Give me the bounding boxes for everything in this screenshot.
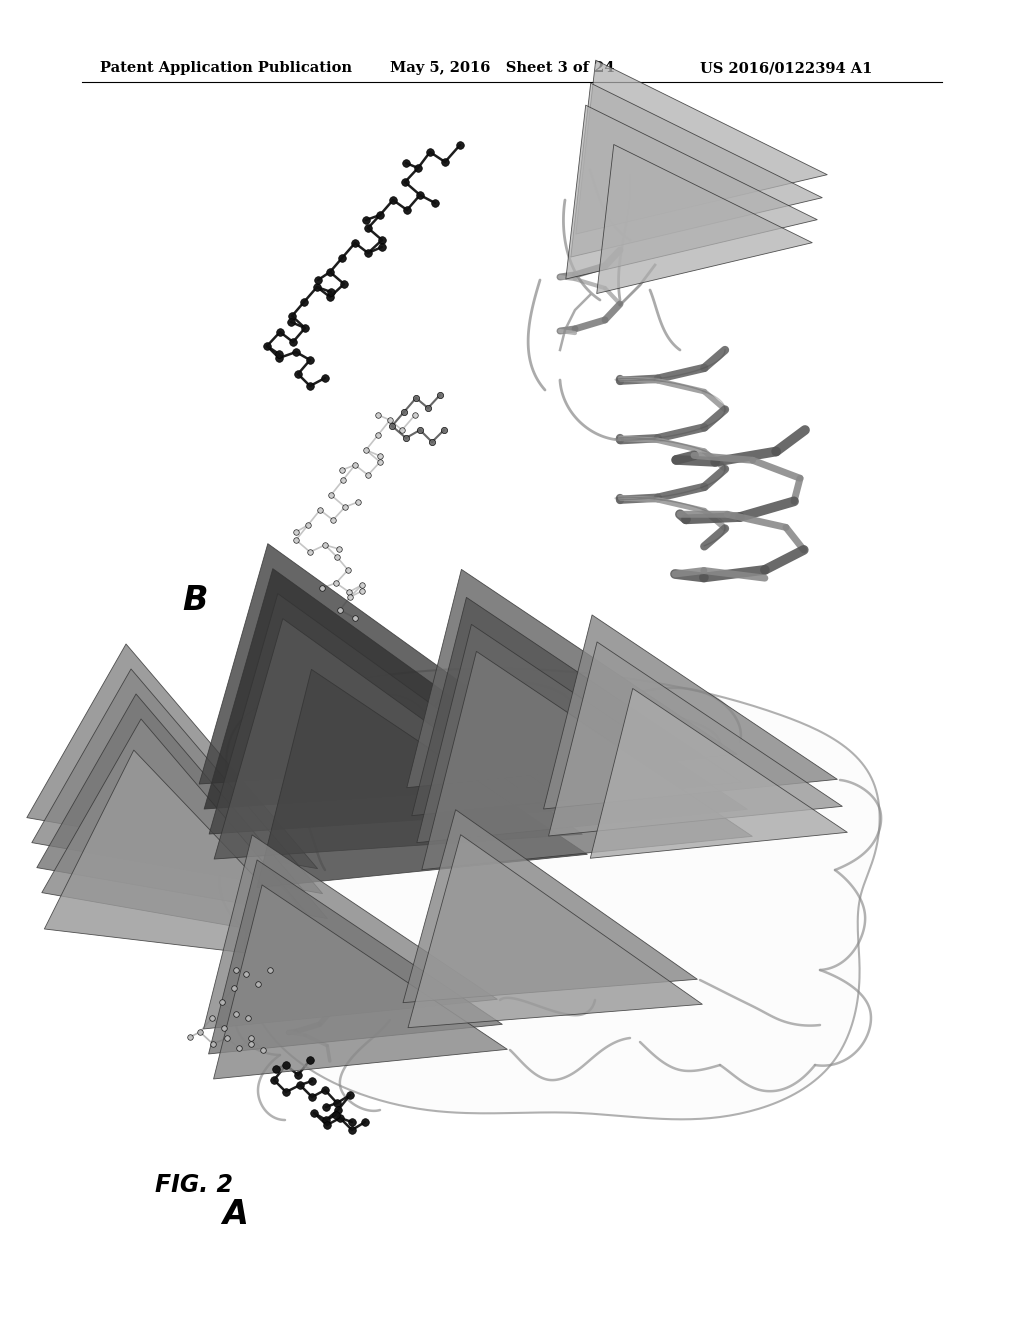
Text: May 5, 2016   Sheet 3 of 24: May 5, 2016 Sheet 3 of 24: [390, 61, 614, 75]
Text: B: B: [182, 583, 208, 616]
Text: US 2016/0122394 A1: US 2016/0122394 A1: [700, 61, 872, 75]
Text: FIG. 2: FIG. 2: [155, 1173, 233, 1197]
Text: Patent Application Publication: Patent Application Publication: [100, 61, 352, 75]
Text: A: A: [222, 1199, 248, 1232]
Polygon shape: [226, 668, 880, 1119]
